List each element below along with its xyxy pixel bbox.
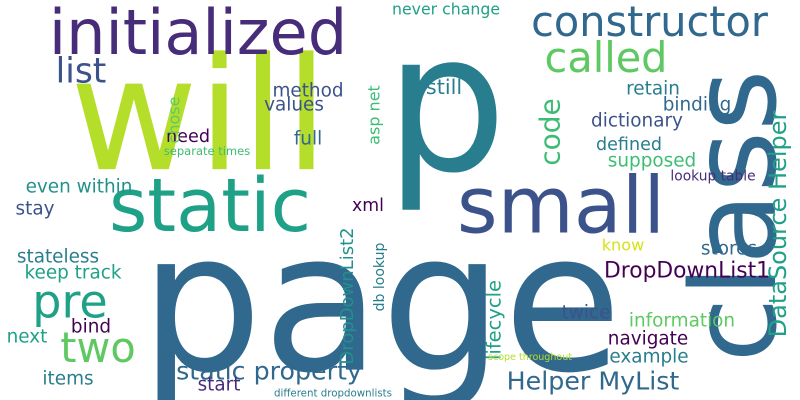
word-bind: bind (70, 315, 112, 337)
word-binding: binding (662, 93, 732, 115)
word-information: information (628, 309, 736, 331)
word-need: need (166, 125, 210, 147)
word-helper-mylist: Helper MyList (506, 366, 680, 396)
word-constructor: constructor (531, 0, 768, 47)
word-even-within: even within (25, 175, 133, 197)
word-keep-track: keep track (24, 261, 122, 283)
word-know: know (601, 235, 645, 255)
word-navigate: navigate (607, 327, 689, 349)
word-defined: defined (596, 133, 662, 155)
word-pre: pre (32, 274, 108, 329)
word-called: called (544, 33, 668, 83)
word-asp-net: asp net (364, 85, 384, 145)
word-xml: xml (352, 194, 384, 216)
word-different-dropdownlists: different dropdownlists (274, 386, 392, 399)
word-separate-times: separate times (163, 144, 251, 158)
word-retain: retain (626, 77, 680, 99)
word-scope-throughout: scope throughout (488, 351, 572, 363)
word-never-change: never change (392, 0, 500, 19)
word-lookup-table: lookup table (670, 167, 756, 185)
word-items: items (42, 367, 94, 389)
word-code: code (533, 98, 567, 166)
word-stateless: stateless (16, 245, 100, 267)
word-full: full (293, 127, 323, 149)
word-will: will (69, 23, 329, 207)
word-values: values (264, 93, 324, 115)
word-dropdownlist1: DropDownList1 (604, 257, 770, 283)
word-twice: twice (561, 301, 611, 323)
word-stay: stay (15, 197, 55, 219)
word-chose: chose (164, 96, 184, 144)
word-small: small (456, 159, 666, 252)
word-start: start (197, 373, 241, 395)
word-list: list (55, 50, 107, 92)
word-dropdownlist2: DropDownList2 (336, 227, 358, 365)
word-dictionary: dictionary (591, 109, 683, 131)
word-static: static (108, 162, 312, 249)
word-stores: stores (700, 237, 758, 259)
word-datasource-helper: DataSource Helper (763, 110, 792, 338)
word-p: p (385, 0, 507, 216)
word-static-property: static property (176, 356, 362, 386)
word-db-lookup: db lookup (370, 242, 388, 312)
word-supposed: supposed (607, 149, 697, 171)
word-still: still (425, 74, 463, 100)
word-method: method (272, 79, 344, 101)
word-lifecycle: lifecycle (482, 280, 506, 360)
word-initialized: initialized (48, 0, 348, 70)
word-next: next (6, 325, 48, 347)
word-example: example (609, 345, 689, 367)
word-page: page (140, 190, 622, 400)
word-two: two (60, 323, 136, 373)
